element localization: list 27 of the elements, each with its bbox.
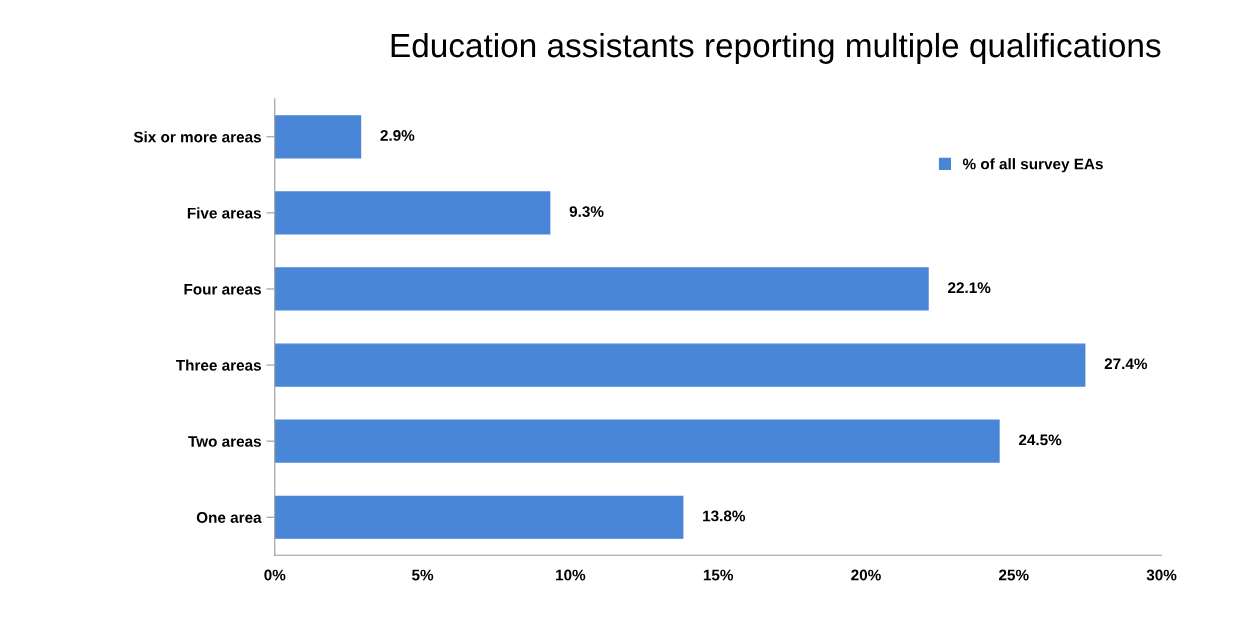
x-tick-label: 30% xyxy=(1146,569,1177,581)
y-tick-label: Two areas xyxy=(188,436,261,447)
bar xyxy=(274,419,1000,463)
data-label: 2.9% xyxy=(380,130,415,141)
y-tick-label: Three areas xyxy=(175,359,261,371)
y-tick-label: Four areas xyxy=(184,283,261,295)
data-label: 9.3% xyxy=(569,206,604,217)
bar xyxy=(274,191,551,235)
bar xyxy=(274,115,362,159)
y-tick-label: Five areas xyxy=(187,207,261,219)
y-tick-label: One area xyxy=(196,512,262,523)
y-tick-label: Six or more areas xyxy=(133,131,261,143)
data-label: 22.1% xyxy=(948,282,991,294)
x-tick-label: 0% xyxy=(264,569,286,581)
data-label: 24.5% xyxy=(1018,434,1062,446)
x-tick-label: 10% xyxy=(556,569,586,581)
bar xyxy=(274,343,1086,387)
x-tick-label: 20% xyxy=(851,569,881,581)
data-label: 27.4% xyxy=(1104,358,1148,370)
data-label: 13.8% xyxy=(703,510,746,522)
chart-title: Education assistants reporting multiple qualifications xyxy=(391,32,1161,64)
x-tick-label: 15% xyxy=(703,569,734,581)
x-tick-label: 25% xyxy=(999,569,1029,581)
bar xyxy=(274,267,929,311)
legend-label: % of all survey EAs xyxy=(962,158,1103,173)
bar xyxy=(274,495,684,539)
x-tick-label: 5% xyxy=(412,569,434,581)
